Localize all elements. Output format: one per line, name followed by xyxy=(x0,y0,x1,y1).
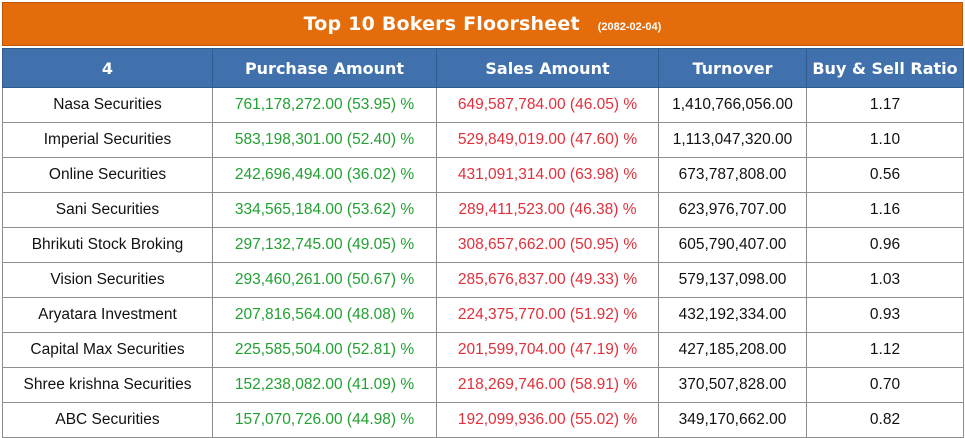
column-header-ratio: Buy & Sell Ratio xyxy=(806,48,964,88)
buy-sell-ratio-cell: 0.56 xyxy=(806,157,964,193)
turnover-cell: 623,976,707.00 xyxy=(658,192,807,228)
buy-sell-ratio-cell: 0.82 xyxy=(806,402,964,438)
buy-sell-ratio-cell: 1.16 xyxy=(806,192,964,228)
sales-amount-cell: 431,091,314.00 (63.98) % xyxy=(436,157,659,193)
broker-name-cell: Capital Max Securities xyxy=(2,332,213,368)
sheet-title: Top 10 Bokers Floorsheet xyxy=(303,13,580,35)
purchase-amount-cell: 761,178,272.00 (53.95) % xyxy=(212,87,437,123)
buy-sell-ratio-cell: 0.96 xyxy=(806,227,964,263)
turnover-cell: 349,170,662.00 xyxy=(658,402,807,438)
column-header-rank: 4 xyxy=(2,48,213,88)
table-row: Aryatara Investment 207,816,564.00 (48.08… xyxy=(2,297,964,333)
buy-sell-ratio-cell: 0.70 xyxy=(806,367,964,403)
sales-amount-cell: 285,676,837.00 (49.33) % xyxy=(436,262,659,298)
turnover-cell: 370,507,828.00 xyxy=(658,367,807,403)
purchase-amount-cell: 225,585,504.00 (52.81) % xyxy=(212,332,437,368)
table-row: Online Securities 242,696,494.00 (36.02) … xyxy=(2,157,964,193)
sales-amount-cell: 201,599,704.00 (47.19) % xyxy=(436,332,659,368)
purchase-amount-cell: 242,696,494.00 (36.02) % xyxy=(212,157,437,193)
title-bar: Top 10 Bokers Floorsheet (2082-02-04) xyxy=(2,2,963,46)
purchase-amount-cell: 293,460,261.00 (50.67) % xyxy=(212,262,437,298)
table-row: ABC Securities 157,070,726.00 (44.98) % 19… xyxy=(2,402,964,438)
turnover-cell: 427,185,208.00 xyxy=(658,332,807,368)
table-row: Shree krishna Securities 152,238,082.00 (… xyxy=(2,367,964,403)
broker-table: 4 Purchase Amount Sales Amount Turnover … xyxy=(2,48,964,438)
sales-amount-cell: 289,411,523.00 (46.38) % xyxy=(436,192,659,228)
sales-amount-cell: 649,587,784.00 (46.05) % xyxy=(436,87,659,123)
sales-amount-cell: 529,849,019.00 (47.60) % xyxy=(436,122,659,158)
buy-sell-ratio-cell: 1.03 xyxy=(806,262,964,298)
turnover-cell: 1,113,047,320.00 xyxy=(658,122,807,158)
table-row: Capital Max Securities 225,585,504.00 (52… xyxy=(2,332,964,368)
purchase-amount-cell: 207,816,564.00 (48.08) % xyxy=(212,297,437,333)
sales-amount-cell: 218,269,746.00 (58.91) % xyxy=(436,367,659,403)
column-header-purchase: Purchase Amount xyxy=(212,48,437,88)
table-row: Bhrikuti Stock Broking 297,132,745.00 (49… xyxy=(2,227,964,263)
purchase-amount-cell: 297,132,745.00 (49.05) % xyxy=(212,227,437,263)
sales-amount-cell: 308,657,662.00 (50.95) % xyxy=(436,227,659,263)
broker-name-cell: ABC Securities xyxy=(2,402,213,438)
turnover-cell: 1,410,766,056.00 xyxy=(658,87,807,123)
turnover-cell: 579,137,098.00 xyxy=(658,262,807,298)
purchase-amount-cell: 583,198,301.00 (52.40) % xyxy=(212,122,437,158)
sales-amount-cell: 192,099,936.00 (55.02) % xyxy=(436,402,659,438)
buy-sell-ratio-cell: 0.93 xyxy=(806,297,964,333)
broker-name-cell: Bhrikuti Stock Broking xyxy=(2,227,213,263)
table-row: Nasa Securities 761,178,272.00 (53.95) % 6… xyxy=(2,87,964,123)
purchase-amount-cell: 334,565,184.00 (53.62) % xyxy=(212,192,437,228)
broker-name-cell: Shree krishna Securities xyxy=(2,367,213,403)
broker-name-cell: Imperial Securities xyxy=(2,122,213,158)
sales-amount-cell: 224,375,770.00 (51.92) % xyxy=(436,297,659,333)
table-row: Sani Securities 334,565,184.00 (53.62) % 2… xyxy=(2,192,964,228)
broker-name-cell: Sani Securities xyxy=(2,192,213,228)
column-header-turnover: Turnover xyxy=(658,48,807,88)
turnover-cell: 432,192,334.00 xyxy=(658,297,807,333)
buy-sell-ratio-cell: 1.12 xyxy=(806,332,964,368)
purchase-amount-cell: 152,238,082.00 (41.09) % xyxy=(212,367,437,403)
table-row: Imperial Securities 583,198,301.00 (52.40… xyxy=(2,122,964,158)
buy-sell-ratio-cell: 1.17 xyxy=(806,87,964,123)
column-header-sales: Sales Amount xyxy=(436,48,659,88)
broker-name-cell: Vision Securities xyxy=(2,262,213,298)
header-row: 4 Purchase Amount Sales Amount Turnover … xyxy=(2,48,964,88)
turnover-cell: 673,787,808.00 xyxy=(658,157,807,193)
buy-sell-ratio-cell: 1.10 xyxy=(806,122,964,158)
purchase-amount-cell: 157,070,726.00 (44.98) % xyxy=(212,402,437,438)
broker-name-cell: Aryatara Investment xyxy=(2,297,213,333)
broker-name-cell: Nasa Securities xyxy=(2,87,213,123)
sheet-date: (2082-02-04) xyxy=(597,21,662,33)
broker-name-cell: Online Securities xyxy=(2,157,213,193)
turnover-cell: 605,790,407.00 xyxy=(658,227,807,263)
table-row: Vision Securities 293,460,261.00 (50.67) … xyxy=(2,262,964,298)
